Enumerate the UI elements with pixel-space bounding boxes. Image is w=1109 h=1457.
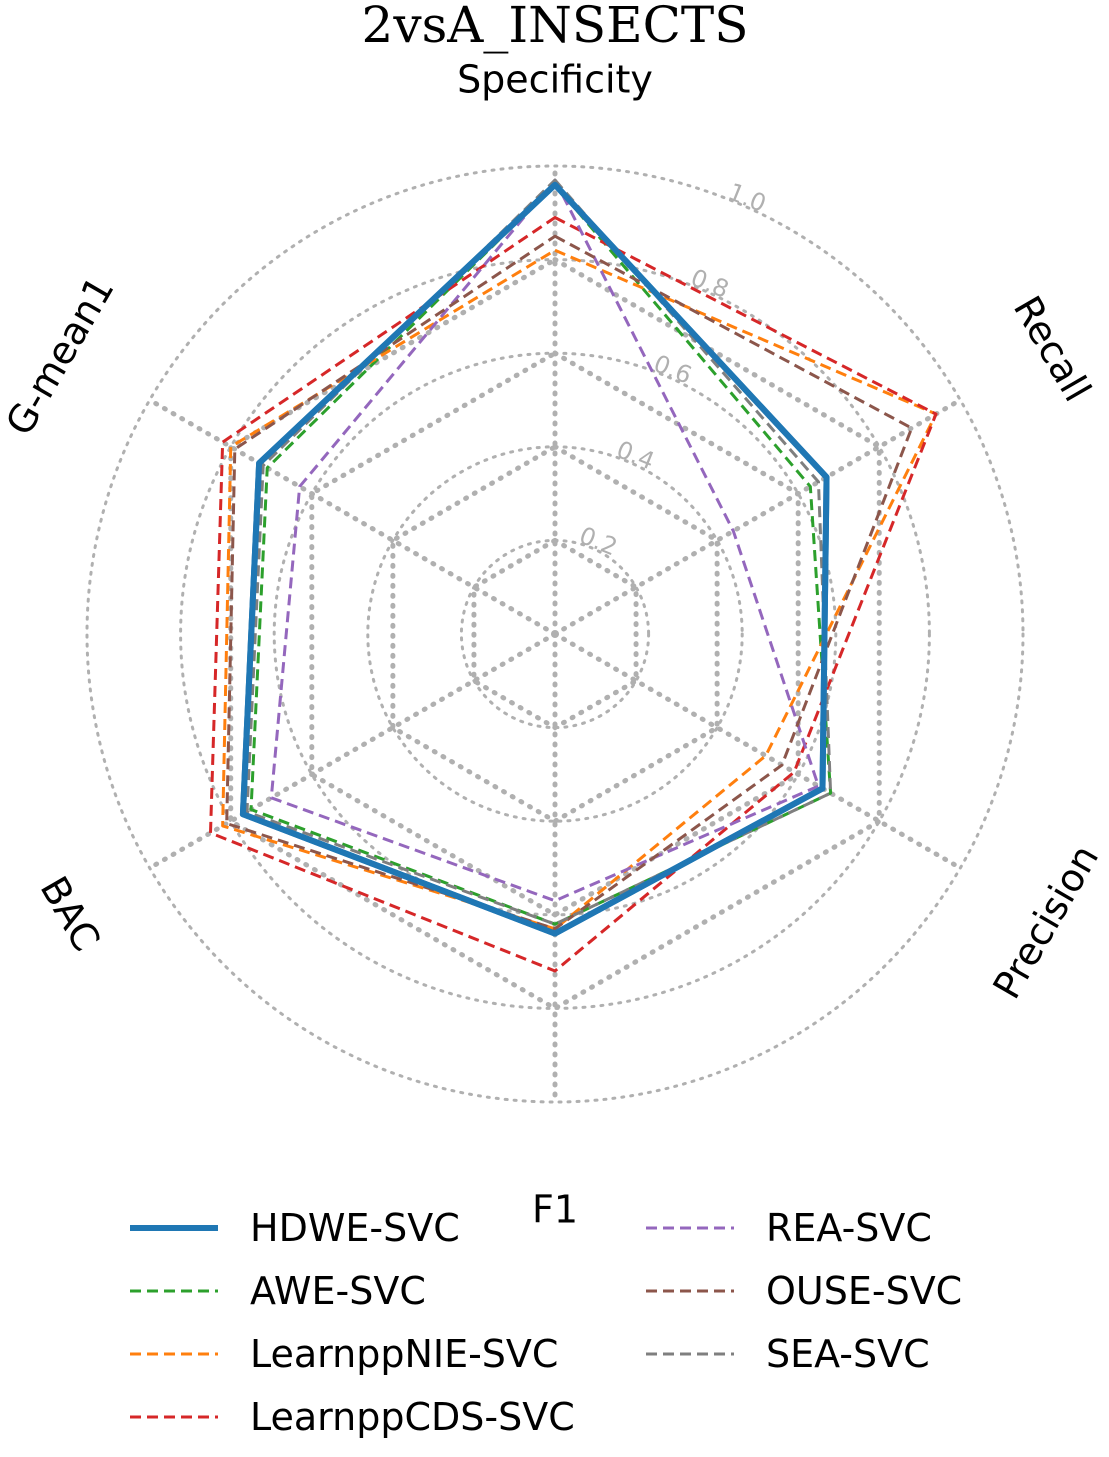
series-line-top <box>239 181 830 937</box>
radar-grid <box>85 163 1025 1105</box>
legend-item: LearnppNIE-SVC <box>130 1332 558 1376</box>
legend-item: REA-SVC <box>646 1206 932 1250</box>
legend-label: SEA-SVC <box>766 1332 930 1376</box>
legend-label: LearnppCDS-SVC <box>250 1395 575 1439</box>
grid-ring <box>228 256 882 1012</box>
series-SEA-SVC <box>245 178 833 926</box>
series-AWE-SVC <box>249 183 833 926</box>
grid-ring <box>390 443 720 825</box>
r-tick-label: 0.4 <box>613 435 659 475</box>
grid-circle <box>85 164 1025 1104</box>
legend: HDWE-SVC AWE-SVC LearnppNIE-SVC LearnppCDS-… <box>130 1206 962 1439</box>
series-LearnppNIE-SVC <box>221 248 938 931</box>
axis-label: BAC <box>32 869 109 958</box>
legend-item: HDWE-SVC <box>130 1206 460 1250</box>
series-line <box>249 183 833 926</box>
series-line <box>245 178 833 926</box>
legend-label: HDWE-SVC <box>250 1206 460 1250</box>
axis-label: G-mean1 <box>0 269 123 443</box>
radar-series <box>208 178 938 973</box>
axis-label: F1 <box>532 1188 578 1232</box>
r-tick-label: 0.8 <box>687 264 733 304</box>
series-line <box>225 234 914 931</box>
series-REA-SVC <box>269 178 820 903</box>
r-tick-label: 1.0 <box>724 178 770 218</box>
grid-spoke <box>552 397 963 637</box>
legend-label: LearnppNIE-SVC <box>250 1332 558 1376</box>
series-line <box>221 248 938 931</box>
legend-label: OUSE-SVC <box>766 1269 962 1313</box>
legend-item: AWE-SVC <box>130 1269 426 1313</box>
legend-item: SEA-SVC <box>646 1332 930 1376</box>
series-OUSE-SVC <box>225 234 914 931</box>
grid-spoke <box>147 397 558 637</box>
grid-spoke <box>552 631 963 871</box>
legend-item: OUSE-SVC <box>646 1269 962 1313</box>
legend-item: LearnppCDS-SVC <box>130 1395 575 1439</box>
series-LearnppCDS-SVC <box>208 215 938 973</box>
legend-label: REA-SVC <box>766 1206 932 1250</box>
grid-ring <box>471 537 639 731</box>
r-tick-label: 0.6 <box>650 349 696 389</box>
axis-label: Recall <box>1005 289 1100 409</box>
legend-label: AWE-SVC <box>250 1269 426 1313</box>
series-line <box>208 215 938 973</box>
series-line <box>269 178 820 903</box>
axis-label: Specificity <box>457 58 653 102</box>
chart-title: 2vsA_INSECTS <box>362 0 749 54</box>
grid-center <box>551 630 559 638</box>
axis-label: Precision <box>984 837 1107 1006</box>
grid-spoke <box>147 631 558 871</box>
